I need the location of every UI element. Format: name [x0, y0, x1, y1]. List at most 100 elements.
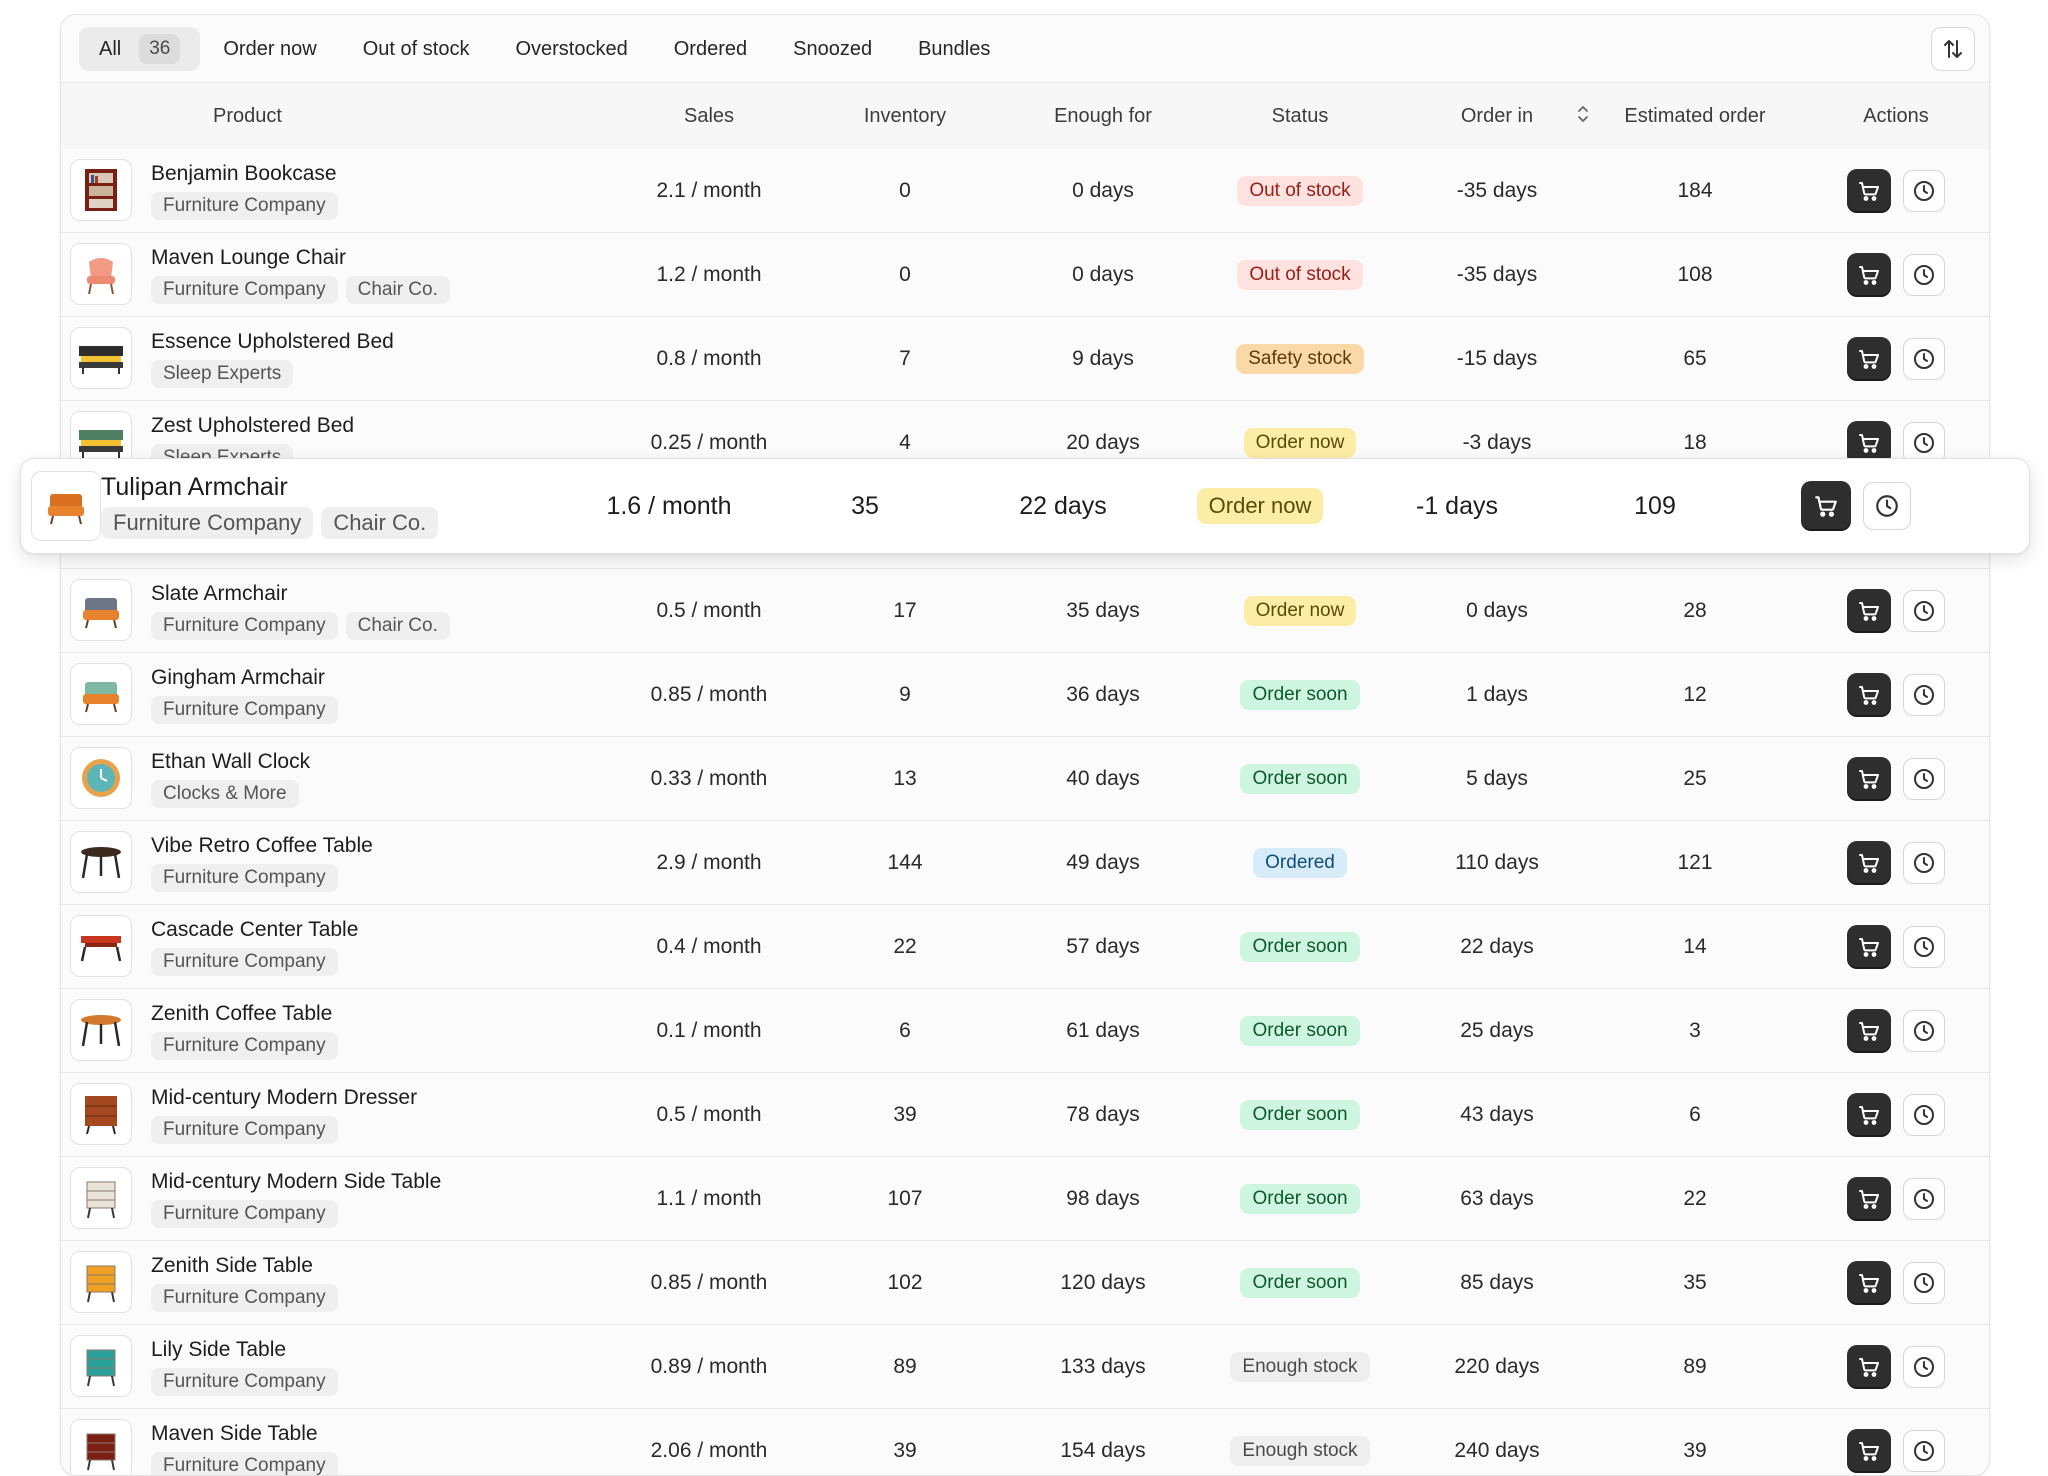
header-sales[interactable]: Sales	[621, 84, 797, 149]
add-to-order-button[interactable]	[1847, 1093, 1891, 1137]
order-in-value: 63 days	[1407, 1157, 1587, 1240]
tab-ordered[interactable]: Ordered	[651, 27, 770, 71]
add-to-order-button[interactable]	[1847, 169, 1891, 213]
order-in-value: -1 days	[1367, 459, 1547, 553]
header-product[interactable]: Product	[151, 84, 621, 149]
product-cell: Zenith Side Table Furniture Company	[151, 1241, 621, 1324]
product-name[interactable]: Gingham Armchair	[151, 666, 325, 690]
snooze-button[interactable]	[1903, 1262, 1945, 1304]
product-name[interactable]: Zenith Coffee Table	[151, 1002, 332, 1026]
product-thumbnail	[70, 1251, 132, 1313]
tab-snoozed[interactable]: Snoozed	[770, 27, 895, 71]
product-name[interactable]: Zest Upholstered Bed	[151, 414, 354, 438]
tab-bundles[interactable]: Bundles	[895, 27, 1013, 71]
status-badge: Order soon	[1240, 1100, 1359, 1130]
product-name[interactable]: Essence Upholstered Bed	[151, 330, 394, 354]
snooze-button[interactable]	[1903, 170, 1945, 212]
add-to-order-button[interactable]	[1847, 1261, 1891, 1305]
vendor-tags: Furniture Company	[151, 1284, 338, 1312]
snooze-button[interactable]	[1903, 590, 1945, 632]
snooze-button[interactable]	[1903, 1346, 1945, 1388]
product-name[interactable]: Tulipan Armchair	[101, 473, 288, 501]
product-name[interactable]: Maven Side Table	[151, 1422, 318, 1446]
snooze-button[interactable]	[1903, 842, 1945, 884]
table-row[interactable]: Gingham Armchair Furniture Company 0.85 / …	[61, 653, 1989, 737]
product-name[interactable]: Slate Armchair	[151, 582, 288, 606]
side-table-icon	[79, 1344, 123, 1388]
clock-icon	[1912, 683, 1936, 707]
add-to-order-button[interactable]	[1847, 337, 1891, 381]
add-to-order-button[interactable]	[1847, 1177, 1891, 1221]
product-name[interactable]: Vibe Retro Coffee Table	[151, 834, 373, 858]
snooze-button[interactable]	[1903, 338, 1945, 380]
tab-count-badge: 36	[139, 34, 180, 64]
add-to-order-button[interactable]	[1847, 673, 1891, 717]
snooze-button[interactable]	[1903, 758, 1945, 800]
product-name[interactable]: Maven Lounge Chair	[151, 246, 346, 270]
product-name[interactable]: Lily Side Table	[151, 1338, 286, 1362]
product-name[interactable]: Ethan Wall Clock	[151, 750, 310, 774]
snooze-button[interactable]	[1903, 1430, 1945, 1472]
sales-value: 0.85 / month	[621, 653, 797, 736]
vendor-tag: Furniture Company	[151, 696, 338, 724]
header-order-in[interactable]: Order in	[1407, 84, 1587, 149]
snooze-button[interactable]	[1903, 1094, 1945, 1136]
add-to-order-button[interactable]	[1847, 841, 1891, 885]
product-name[interactable]: Mid-century Modern Dresser	[151, 1086, 417, 1110]
add-to-order-button[interactable]	[1847, 589, 1891, 633]
sales-value: 0.1 / month	[621, 989, 797, 1072]
add-to-order-button[interactable]	[1847, 253, 1891, 297]
sort-button[interactable]	[1931, 27, 1975, 71]
sales-value: 0.5 / month	[621, 569, 797, 652]
header-status[interactable]: Status	[1193, 84, 1407, 149]
header-estimated-order[interactable]: Estimated order	[1587, 84, 1803, 149]
product-name[interactable]: Cascade Center Table	[151, 918, 358, 942]
product-name[interactable]: Mid-century Modern Side Table	[151, 1170, 441, 1194]
add-to-order-button[interactable]	[1801, 481, 1851, 531]
inventory-value: 144	[797, 821, 1013, 904]
snooze-button[interactable]	[1863, 482, 1911, 530]
side-table-icon	[79, 1176, 123, 1220]
coffee-table-icon	[77, 1010, 125, 1050]
snooze-button[interactable]	[1903, 926, 1945, 968]
inventory-value: 39	[797, 1073, 1013, 1156]
inventory-table-card: All 36 Order now Out of stock Overstocke…	[60, 14, 1990, 1476]
tab-all[interactable]: All 36	[79, 27, 200, 71]
add-to-order-button[interactable]	[1847, 1009, 1891, 1053]
snooze-button[interactable]	[1903, 254, 1945, 296]
side-table-icon	[79, 1428, 123, 1472]
snooze-button[interactable]	[1903, 674, 1945, 716]
add-to-order-button[interactable]	[1847, 757, 1891, 801]
header-inventory[interactable]: Inventory	[797, 84, 1013, 149]
clock-icon	[1912, 1271, 1936, 1295]
product-name[interactable]: Zenith Side Table	[151, 1254, 313, 1278]
actions-cell	[1803, 737, 1989, 820]
cart-icon	[1857, 599, 1881, 623]
add-to-order-button[interactable]	[1847, 1429, 1891, 1473]
clock-icon	[1874, 493, 1900, 519]
snooze-button[interactable]	[1903, 1010, 1945, 1052]
tab-order-now[interactable]: Order now	[200, 27, 339, 71]
product-name[interactable]: Benjamin Bookcase	[151, 162, 337, 186]
tab-overstocked[interactable]: Overstocked	[492, 27, 650, 71]
add-to-order-button[interactable]	[1847, 925, 1891, 969]
snooze-button[interactable]	[1903, 1178, 1945, 1220]
armchair-icon	[79, 672, 123, 716]
tab-out-of-stock[interactable]: Out of stock	[340, 27, 493, 71]
add-to-order-button[interactable]	[1847, 1345, 1891, 1389]
header-enough-for[interactable]: Enough for	[1013, 84, 1193, 149]
